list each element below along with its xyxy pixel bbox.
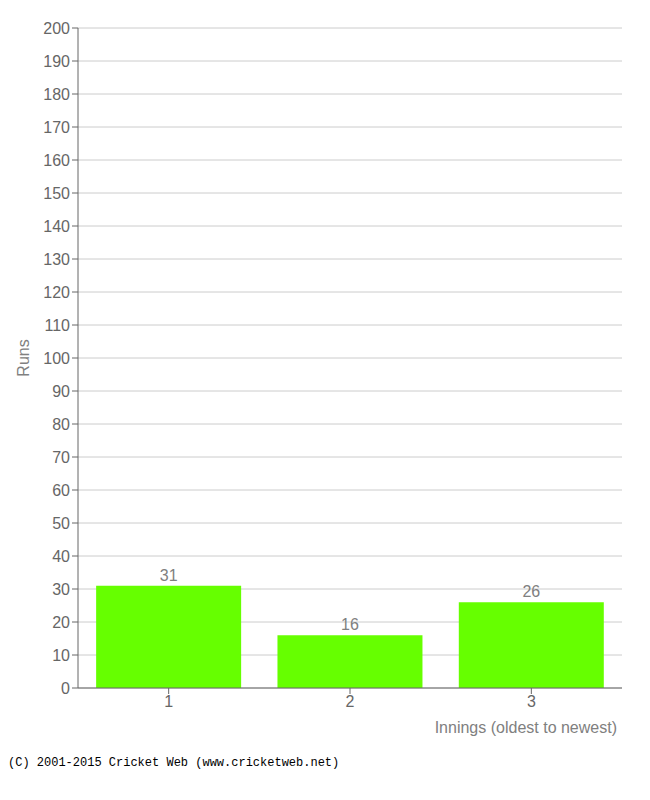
svg-text:31: 31 [160, 567, 178, 584]
svg-text:Innings (oldest to newest): Innings (oldest to newest) [435, 719, 617, 736]
svg-text:60: 60 [52, 482, 70, 499]
svg-text:Runs: Runs [15, 339, 32, 376]
svg-text:26: 26 [522, 583, 540, 600]
svg-text:16: 16 [341, 616, 359, 633]
svg-text:10: 10 [52, 647, 70, 664]
svg-text:160: 160 [43, 152, 70, 169]
svg-text:140: 140 [43, 218, 70, 235]
svg-text:20: 20 [52, 614, 70, 631]
svg-text:120: 120 [43, 284, 70, 301]
html-text:(C) 2001-2015 Cricket Web (www: (C) 2001-2015 Cricket Web (www.cricketwe… [8, 756, 340, 770]
svg-text:190: 190 [43, 53, 70, 70]
svg-text:200: 200 [43, 20, 70, 37]
svg-text:110: 110 [44, 317, 70, 334]
svg-text:90: 90 [52, 383, 70, 400]
svg-text:70: 70 [52, 449, 70, 466]
svg-text:50: 50 [52, 515, 70, 532]
svg-text:180: 180 [43, 86, 70, 103]
svg-text:40: 40 [52, 548, 70, 565]
svg-text:30: 30 [52, 581, 70, 598]
svg-text:2: 2 [346, 693, 355, 710]
svg-text:3: 3 [527, 693, 536, 710]
svg-text:1: 1 [164, 693, 173, 710]
svg-text:130: 130 [43, 251, 70, 268]
svg-text:100: 100 [43, 350, 70, 367]
svg-text:150: 150 [43, 185, 70, 202]
svg-text:170: 170 [43, 119, 70, 136]
svg-text:0: 0 [61, 680, 70, 697]
svg-text:80: 80 [52, 416, 70, 433]
